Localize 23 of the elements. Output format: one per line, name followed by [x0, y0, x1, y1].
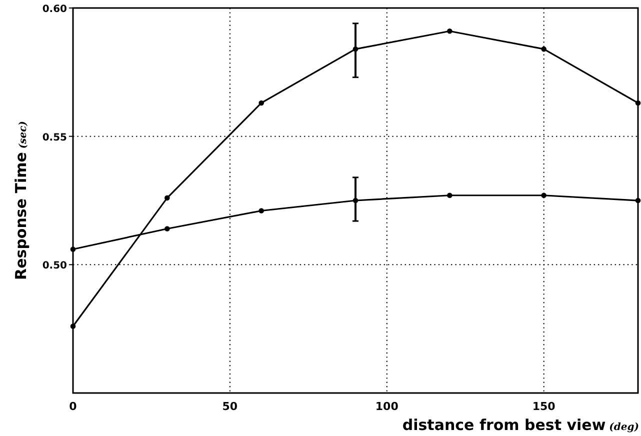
x-tick-label: 50 — [222, 400, 238, 413]
y-tick-label: 0.50 — [42, 260, 68, 272]
y-axis-title: Response Time (sec) — [12, 120, 30, 280]
point — [352, 198, 358, 204]
point — [352, 46, 358, 52]
point — [258, 208, 264, 214]
point — [447, 28, 452, 34]
point — [635, 100, 641, 106]
point — [447, 192, 452, 198]
y-tick-label: 0.55 — [42, 132, 68, 144]
point — [164, 195, 170, 201]
point — [541, 192, 546, 198]
x-tick-label: 0 — [69, 400, 78, 413]
x-tick-label: 150 — [532, 400, 556, 413]
point — [70, 246, 76, 252]
point — [70, 324, 76, 329]
point — [164, 226, 170, 232]
point — [635, 198, 641, 204]
x-axis-title: distance from best view (deg) — [402, 416, 640, 434]
y-tick-label: 0.60 — [42, 4, 68, 15]
x-tick-label: 100 — [375, 400, 399, 413]
point — [258, 100, 264, 106]
point — [541, 46, 546, 52]
